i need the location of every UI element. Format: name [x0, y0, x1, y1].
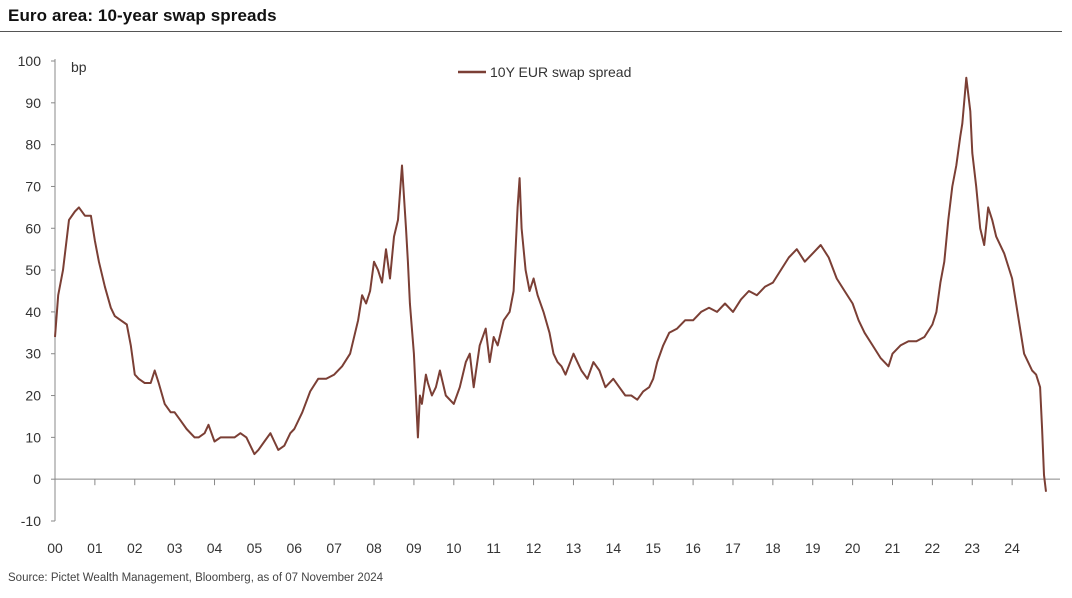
chart-title: Euro area: 10-year swap spreads [8, 6, 277, 25]
x-tick-label: 01 [87, 540, 103, 556]
x-tick-label: 04 [207, 540, 223, 556]
y-tick-label: 70 [25, 178, 41, 194]
y-tick-label: 20 [25, 388, 41, 404]
x-tick-label: 15 [645, 540, 661, 556]
x-tick-label: 12 [526, 540, 542, 556]
x-tick-label: 21 [885, 540, 901, 556]
y-tick-label: -10 [21, 513, 41, 529]
y-tick-label: 80 [25, 137, 41, 153]
source-note: Source: Pictet Wealth Management, Bloomb… [8, 572, 384, 584]
y-tick-label: 30 [25, 346, 41, 362]
y-tick-label: 100 [18, 53, 42, 69]
x-tick-label: 16 [685, 540, 701, 556]
x-tick-label: 23 [964, 540, 980, 556]
chart-legend: 10Y EUR swap spread [458, 64, 631, 80]
x-tick-label: 14 [606, 540, 622, 556]
x-tick-label: 19 [805, 540, 821, 556]
x-tick-label: 18 [765, 540, 781, 556]
x-tick-label: 20 [845, 540, 861, 556]
title-divider [0, 31, 1062, 32]
series-line-1 [54, 76, 1047, 492]
x-tick-label: 22 [925, 540, 941, 556]
y-tick-label: 50 [25, 262, 41, 278]
x-tick-label: 07 [326, 540, 342, 556]
y-tick-label: 90 [25, 95, 41, 111]
x-tick-label: 10 [446, 540, 462, 556]
x-tick-label: 08 [366, 540, 382, 556]
y-tick-label: 10 [25, 429, 41, 445]
x-tick-label: 02 [127, 540, 143, 556]
x-tick-label: 11 [486, 540, 501, 556]
x-tick-label: 13 [566, 540, 582, 556]
y-axis-unit-label: bp [71, 59, 87, 75]
x-tick-label: 03 [167, 540, 183, 556]
chart-axes: -10 0 10 20 30 40 50 60 70 80 90 100 bp 00 01 02 03 04 05 0… [18, 53, 1060, 556]
x-tick-label: 06 [286, 540, 302, 556]
y-tick-label: 0 [33, 471, 41, 487]
chart-series-group [54, 76, 1047, 492]
x-tick-label: 09 [406, 540, 422, 556]
x-tick-label: 00 [47, 540, 63, 556]
y-tick-label: 60 [25, 220, 41, 236]
legend-label: 10Y EUR swap spread [490, 64, 631, 80]
x-tick-label: 05 [247, 540, 263, 556]
x-tick-label: 24 [1004, 540, 1020, 556]
y-tick-label: 40 [25, 304, 41, 320]
x-tick-label: 17 [725, 540, 741, 556]
